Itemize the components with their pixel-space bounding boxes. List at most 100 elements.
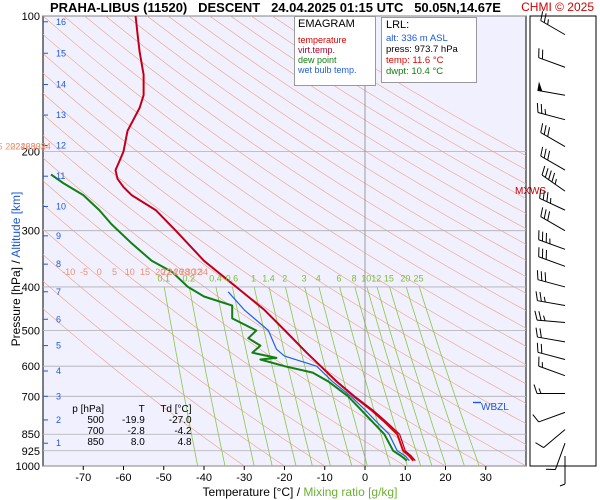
wind-barb-feather: [547, 211, 551, 221]
pressure-tick-label: 300: [22, 226, 40, 238]
theta-label: -5: [80, 267, 88, 277]
mixing-ratio-label: 12: [371, 273, 381, 283]
theta-label: 20: [5, 141, 15, 151]
wind-barb: [532, 411, 566, 423]
table-row: 850 8.0 4.8: [72, 437, 192, 448]
altitude-tick-label: 11: [56, 171, 65, 181]
wind-barb-feather: [536, 270, 539, 280]
table-cell-td: -27.0: [168, 415, 192, 426]
wind-barb-staff: [554, 443, 566, 470]
altitude-tick-label: 3: [56, 391, 61, 401]
wbzl-label: WBZL: [481, 402, 509, 413]
wind-barb-feather: [551, 172, 556, 183]
wind-barb: [536, 342, 566, 361]
wind-barb-feather: [540, 271, 543, 281]
dry-adiabat-line: [105, 16, 526, 294]
wind-barb-staff: [537, 111, 566, 121]
wind-barb-feather: [535, 442, 544, 449]
dry-adiabat-line: [209, 16, 526, 214]
mixing-ratio-label: 20: [400, 273, 410, 283]
table-cell-t: -19.9: [121, 415, 145, 426]
legend: EMAGRAM temperature virt.temp. dew point…: [294, 16, 376, 86]
altitude-tick-label: 14: [56, 80, 66, 90]
wind-barb-feather: [546, 192, 549, 202]
theta-label: -10: [62, 267, 75, 277]
mixing-ratio-label: 0.6: [226, 273, 239, 283]
wind-barb-feather: [540, 146, 544, 157]
mixing-ratio-label: 1: [251, 273, 256, 283]
table-cell-td: 4.8: [177, 437, 192, 448]
wind-barb-staff: [537, 351, 566, 361]
dry-adiabat-line: [43, 16, 526, 347]
wind-barb: [538, 247, 566, 267]
lrl-box: LRL: alt: 336 m ASL press: 973.7 hPa tem…: [381, 17, 477, 83]
wind-barb-feather: [539, 291, 542, 302]
pressure-tick-label: 1000: [16, 461, 40, 473]
mixing-ratio-label: 1.4: [262, 273, 275, 283]
y-axis-label-pressure: Pressure [hPa]: [9, 267, 23, 347]
legend-dew-point: dew point: [298, 55, 337, 65]
x-axis-label-sep: /: [296, 485, 301, 499]
dry-adiabat-line: [63, 16, 526, 329]
wind-barb: [533, 384, 565, 394]
table-cell-td: -4.2: [174, 426, 192, 437]
altitude-tick-label: 15: [56, 48, 66, 58]
x-tick-label: -30: [236, 472, 252, 484]
dry-adiabat-line: [126, 16, 526, 278]
wind-barb: [540, 123, 566, 147]
station-name: PRAHA-LIBUS (11520): [50, 0, 188, 15]
wind-barb-feather: [532, 414, 540, 423]
y-axis-label: Pressure [hPa] / Altitude [km]: [9, 189, 23, 349]
altitude-tick-label: 10: [56, 201, 66, 211]
series-line-virt-temp: [114, 16, 416, 462]
theta-label: 10: [125, 267, 135, 277]
altitude-tick-label: 7: [56, 287, 61, 297]
altitude-tick-label: 12: [56, 141, 66, 151]
dry-adiabat-line: [84, 16, 526, 311]
pressure-tick-label: 700: [22, 391, 40, 403]
altitude-tick-label: 13: [56, 110, 66, 120]
pressure-tick-label: 925: [22, 446, 40, 458]
pressure-tick-label: 100: [22, 11, 40, 23]
pressure-tick-label: 850: [22, 429, 40, 441]
x-tick-label: -40: [196, 472, 212, 484]
wind-barb-feather: [543, 13, 547, 23]
mixing-ratio-label: 15: [384, 273, 394, 283]
dry-adiabat-line: [43, 72, 526, 404]
wind-barb: [541, 165, 566, 192]
wind-barb: [535, 291, 566, 307]
wind-barb-staff: [537, 300, 566, 307]
wind-barb-feather: [547, 150, 551, 161]
x-tick-label: -50: [156, 472, 172, 484]
pressure-tick-label: 200: [22, 146, 40, 158]
chart-labels: -70 -60 -50 -40 -30 -20 -10 0 10 20 30100200300400…: [0, 11, 556, 484]
mixing-ratio-label: 10: [361, 273, 371, 283]
table-cell-t: -2.8: [127, 426, 145, 437]
theta-label: 30: [186, 267, 196, 277]
pressure-tick-label: 600: [22, 361, 40, 373]
theta-label: 15: [140, 267, 150, 277]
lrl-dwpt: dwpt: 10.4 °C: [386, 66, 444, 77]
mxws-label: MXWS: [515, 186, 547, 197]
altitude-tick-label: 1: [56, 438, 61, 448]
table-header-t: T: [138, 404, 145, 415]
x-axis-label-temp: Temperature [°C]: [202, 485, 294, 499]
x-tick-label: 10: [399, 472, 411, 484]
wind-barb-feather: [535, 291, 538, 301]
legend-title: EMAGRAM: [298, 18, 355, 30]
wind-barb-half-feather: [559, 483, 566, 487]
wind-barb-flag: [537, 81, 543, 92]
mixing-ratio-label: 2: [282, 273, 287, 283]
wind-barb: [535, 327, 566, 343]
theta-label: 5: [112, 267, 117, 277]
wind-barb-staff: [537, 319, 566, 324]
wind-barb-staff: [538, 57, 566, 68]
level-table: p [hPa] T Td [°C] 500 -19.9 -27.0 700 -2…: [72, 404, 192, 448]
wind-barb-feather: [540, 123, 544, 133]
x-axis-label: Temperature [°C] / Mixing ratio [g/kg]: [0, 485, 600, 499]
theta-label: 26: [174, 267, 184, 277]
lrl-title: LRL:: [386, 19, 410, 31]
mixing-ratio-label: 3: [302, 273, 307, 283]
mixing-ratio-label: 25: [414, 273, 424, 283]
